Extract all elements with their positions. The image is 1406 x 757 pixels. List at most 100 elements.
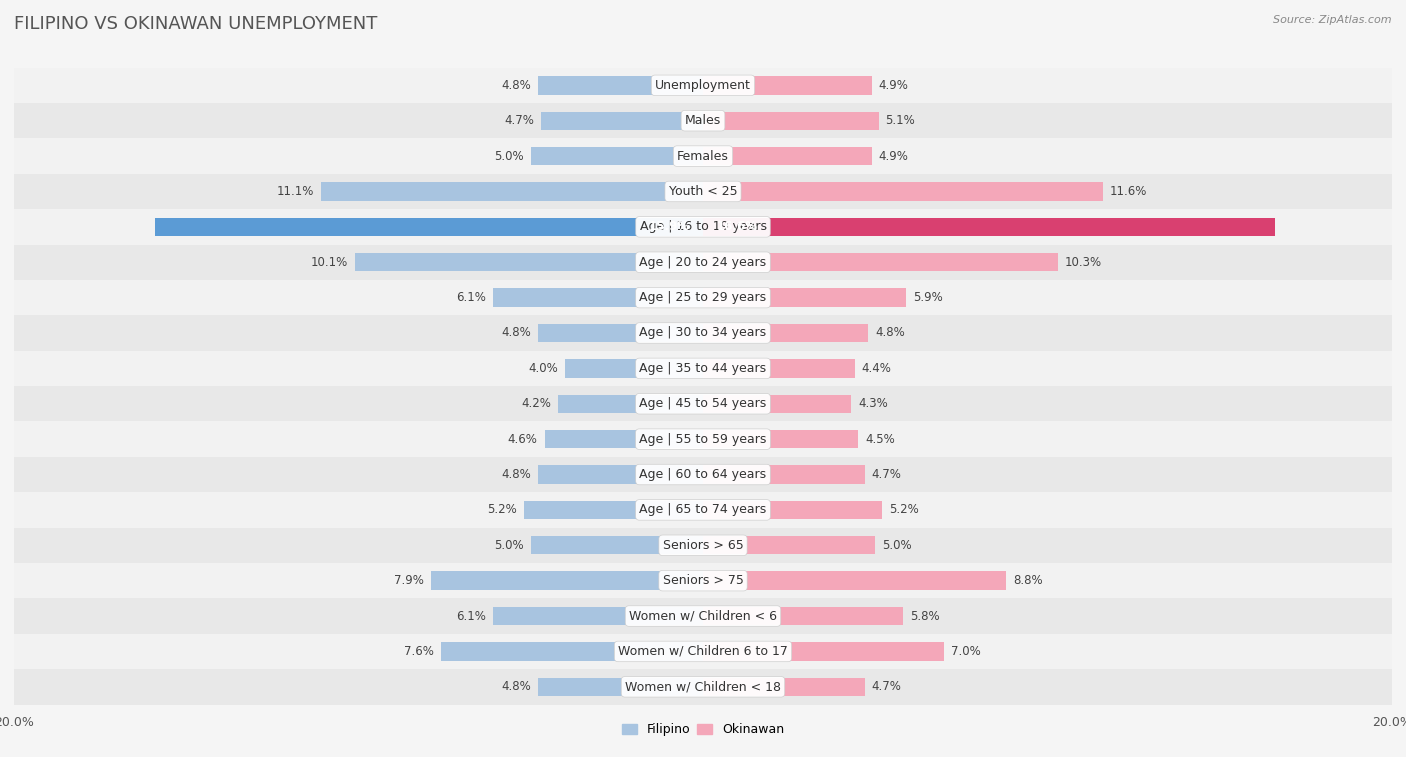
Text: Women w/ Children < 18: Women w/ Children < 18 — [626, 681, 780, 693]
Bar — [703, 607, 903, 625]
Bar — [14, 634, 1392, 669]
Bar — [14, 209, 1392, 245]
Bar — [14, 386, 1392, 422]
Text: 4.0%: 4.0% — [529, 362, 558, 375]
Bar — [441, 642, 703, 661]
Text: 4.3%: 4.3% — [858, 397, 887, 410]
Text: 7.0%: 7.0% — [950, 645, 981, 658]
Bar — [531, 536, 703, 554]
Bar — [544, 430, 703, 448]
Bar — [14, 174, 1392, 209]
Bar — [565, 359, 703, 378]
Text: 7.9%: 7.9% — [394, 574, 425, 587]
Text: 5.8%: 5.8% — [910, 609, 939, 622]
Bar — [703, 394, 851, 413]
Bar — [524, 500, 703, 519]
Text: Age | 60 to 64 years: Age | 60 to 64 years — [640, 468, 766, 481]
Text: 4.8%: 4.8% — [501, 468, 531, 481]
Bar — [494, 607, 703, 625]
Bar — [494, 288, 703, 307]
Bar — [703, 466, 865, 484]
Text: 4.5%: 4.5% — [865, 433, 894, 446]
Text: Age | 65 to 74 years: Age | 65 to 74 years — [640, 503, 766, 516]
Text: Seniors > 65: Seniors > 65 — [662, 539, 744, 552]
Bar — [356, 253, 703, 272]
Text: Age | 20 to 24 years: Age | 20 to 24 years — [640, 256, 766, 269]
Bar — [703, 572, 1007, 590]
Bar — [703, 324, 869, 342]
Text: 4.9%: 4.9% — [879, 79, 908, 92]
Text: FILIPINO VS OKINAWAN UNEMPLOYMENT: FILIPINO VS OKINAWAN UNEMPLOYMENT — [14, 15, 377, 33]
Bar — [14, 422, 1392, 456]
Text: 4.6%: 4.6% — [508, 433, 537, 446]
Text: Youth < 25: Youth < 25 — [669, 185, 737, 198]
Bar — [537, 678, 703, 696]
Text: Source: ZipAtlas.com: Source: ZipAtlas.com — [1274, 15, 1392, 25]
Text: 10.1%: 10.1% — [311, 256, 349, 269]
Text: 8.8%: 8.8% — [1012, 574, 1043, 587]
Bar — [558, 394, 703, 413]
Bar — [703, 430, 858, 448]
Text: 5.1%: 5.1% — [886, 114, 915, 127]
Text: 4.7%: 4.7% — [872, 681, 901, 693]
Text: 5.0%: 5.0% — [495, 539, 524, 552]
Bar — [321, 182, 703, 201]
Bar — [703, 218, 1275, 236]
Bar — [14, 280, 1392, 316]
Bar — [155, 218, 703, 236]
Bar — [703, 536, 875, 554]
Bar — [14, 139, 1392, 174]
Text: 16.6%: 16.6% — [717, 220, 758, 233]
Text: Women w/ Children 6 to 17: Women w/ Children 6 to 17 — [619, 645, 787, 658]
Text: 11.6%: 11.6% — [1109, 185, 1147, 198]
Text: 15.9%: 15.9% — [648, 220, 689, 233]
Bar — [703, 111, 879, 130]
Bar — [531, 147, 703, 165]
Bar — [703, 500, 882, 519]
Text: 5.0%: 5.0% — [495, 150, 524, 163]
Text: 4.7%: 4.7% — [505, 114, 534, 127]
Bar — [703, 253, 1057, 272]
Text: Females: Females — [678, 150, 728, 163]
Bar — [14, 245, 1392, 280]
Bar — [703, 182, 1102, 201]
Bar — [541, 111, 703, 130]
Bar — [14, 103, 1392, 139]
Text: Age | 25 to 29 years: Age | 25 to 29 years — [640, 291, 766, 304]
Legend: Filipino, Okinawan: Filipino, Okinawan — [617, 718, 789, 741]
Text: 4.9%: 4.9% — [879, 150, 908, 163]
Text: 4.7%: 4.7% — [872, 468, 901, 481]
Text: Age | 35 to 44 years: Age | 35 to 44 years — [640, 362, 766, 375]
Text: Males: Males — [685, 114, 721, 127]
Text: 4.8%: 4.8% — [501, 326, 531, 339]
Bar — [14, 598, 1392, 634]
Text: 6.1%: 6.1% — [456, 291, 486, 304]
Text: 7.6%: 7.6% — [405, 645, 434, 658]
Text: 11.1%: 11.1% — [277, 185, 314, 198]
Text: 5.0%: 5.0% — [882, 539, 911, 552]
Bar — [14, 563, 1392, 598]
Text: 10.3%: 10.3% — [1064, 256, 1102, 269]
Bar — [703, 359, 855, 378]
Bar — [14, 350, 1392, 386]
Bar — [14, 67, 1392, 103]
Bar — [537, 466, 703, 484]
Text: Age | 55 to 59 years: Age | 55 to 59 years — [640, 433, 766, 446]
Bar — [537, 76, 703, 95]
Bar — [537, 324, 703, 342]
Text: 6.1%: 6.1% — [456, 609, 486, 622]
Bar — [703, 288, 907, 307]
Text: 5.2%: 5.2% — [488, 503, 517, 516]
Bar — [703, 76, 872, 95]
Text: Unemployment: Unemployment — [655, 79, 751, 92]
Bar — [14, 492, 1392, 528]
Bar — [703, 147, 872, 165]
Text: 4.4%: 4.4% — [862, 362, 891, 375]
Text: 4.8%: 4.8% — [501, 79, 531, 92]
Bar — [430, 572, 703, 590]
Text: 4.8%: 4.8% — [501, 681, 531, 693]
Bar — [14, 456, 1392, 492]
Text: 4.2%: 4.2% — [522, 397, 551, 410]
Bar — [703, 642, 945, 661]
Bar — [14, 669, 1392, 705]
